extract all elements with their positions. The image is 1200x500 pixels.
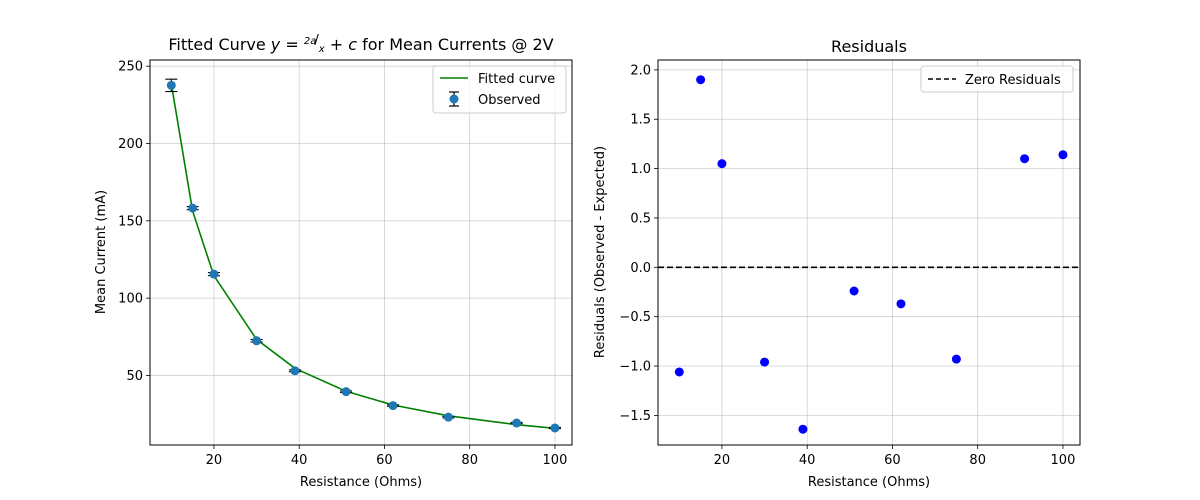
right-chart: Residuals 20 40 60 80 100 −1.5 −1.0 −0.5 0.0 0.5… (593, 37, 1081, 490)
right-axes-frame (657, 59, 1081, 446)
legend-zero-residuals-label: Zero Residuals (965, 73, 1061, 88)
residual-point (696, 75, 706, 85)
y-tick-label: 0.0 (630, 261, 651, 276)
residual-point (1058, 150, 1068, 160)
x-tick-label: 40 (799, 453, 816, 468)
residual-point (760, 357, 770, 367)
right-y-ticks: −1.5 −1.0 −0.5 0.0 0.5 1.0 1.5 2.0 (619, 63, 658, 424)
right-legend-box (920, 65, 1074, 93)
legend-observed-swatch (449, 91, 459, 107)
observed-point (288, 366, 301, 376)
y-tick-label: 150 (118, 214, 143, 229)
x-tick-label: 80 (461, 453, 478, 468)
left-axes-frame (149, 59, 573, 446)
x-tick-label: 100 (1051, 453, 1076, 468)
residual-point (674, 367, 684, 377)
x-tick-label: 20 (206, 453, 223, 468)
y-tick-label: 200 (118, 137, 143, 152)
y-tick-label: −0.5 (619, 310, 651, 325)
right-marks (658, 75, 1080, 434)
residual-point (951, 354, 961, 364)
left-x-axis-label: Resistance (Ohms) (300, 475, 422, 490)
y-tick-label: 250 (118, 60, 143, 75)
right-chart-title: Residuals (831, 37, 907, 56)
observed-point (207, 269, 220, 279)
legend-fitted-curve-label: Fitted curve (478, 72, 555, 87)
residual-point (717, 159, 727, 169)
observed-point (340, 387, 353, 397)
y-tick-label: 2.0 (630, 63, 651, 78)
left-grid (150, 60, 572, 445)
left-y-axis-label: Mean Current (mA) (94, 190, 109, 314)
residual-point (896, 299, 906, 309)
left-legend: Fitted curve Observed (432, 65, 567, 114)
y-tick-label: 1.5 (630, 113, 651, 128)
observed-point (186, 203, 199, 213)
x-tick-label: 20 (714, 453, 731, 468)
left-chart-title: Fitted Curve y = 2a/x + c for Mean Curre… (168, 33, 553, 55)
left-y-ticks: 50 100 150 200 250 (118, 60, 150, 384)
x-tick-label: 40 (291, 453, 308, 468)
left-x-ticks: 20 40 60 80 100 (206, 445, 568, 468)
observed-point (386, 401, 399, 411)
right-y-axis-label: Residuals (Observed - Expected) (593, 146, 608, 358)
legend-observed-label: Observed (478, 93, 541, 108)
observed-point (442, 412, 455, 422)
observed-point (510, 418, 523, 428)
y-tick-label: 100 (118, 292, 143, 307)
observed-point (165, 78, 178, 93)
right-grid (658, 60, 1080, 445)
right-x-axis-label: Resistance (Ohms) (808, 475, 930, 490)
left-marks (165, 78, 561, 433)
residual-point (1020, 154, 1030, 164)
observed-point (250, 336, 263, 346)
residual-point (798, 424, 808, 434)
y-tick-label: −1.5 (619, 409, 651, 424)
y-tick-label: 1.0 (630, 162, 651, 177)
residual-point (849, 286, 859, 296)
y-tick-label: −1.0 (619, 360, 651, 375)
x-tick-label: 100 (543, 453, 568, 468)
right-x-ticks: 20 40 60 80 100 (714, 445, 1076, 468)
fitted-curve-line (170, 83, 555, 430)
y-tick-label: 50 (126, 369, 143, 384)
left-chart: Fitted Curve y = 2a/x + c for Mean Curre… (94, 33, 573, 490)
x-tick-label: 60 (884, 453, 901, 468)
x-tick-label: 80 (969, 453, 986, 468)
x-tick-label: 60 (376, 453, 393, 468)
observed-point (548, 423, 561, 433)
right-legend: Zero Residuals (920, 65, 1074, 93)
y-tick-label: 0.5 (630, 211, 651, 226)
